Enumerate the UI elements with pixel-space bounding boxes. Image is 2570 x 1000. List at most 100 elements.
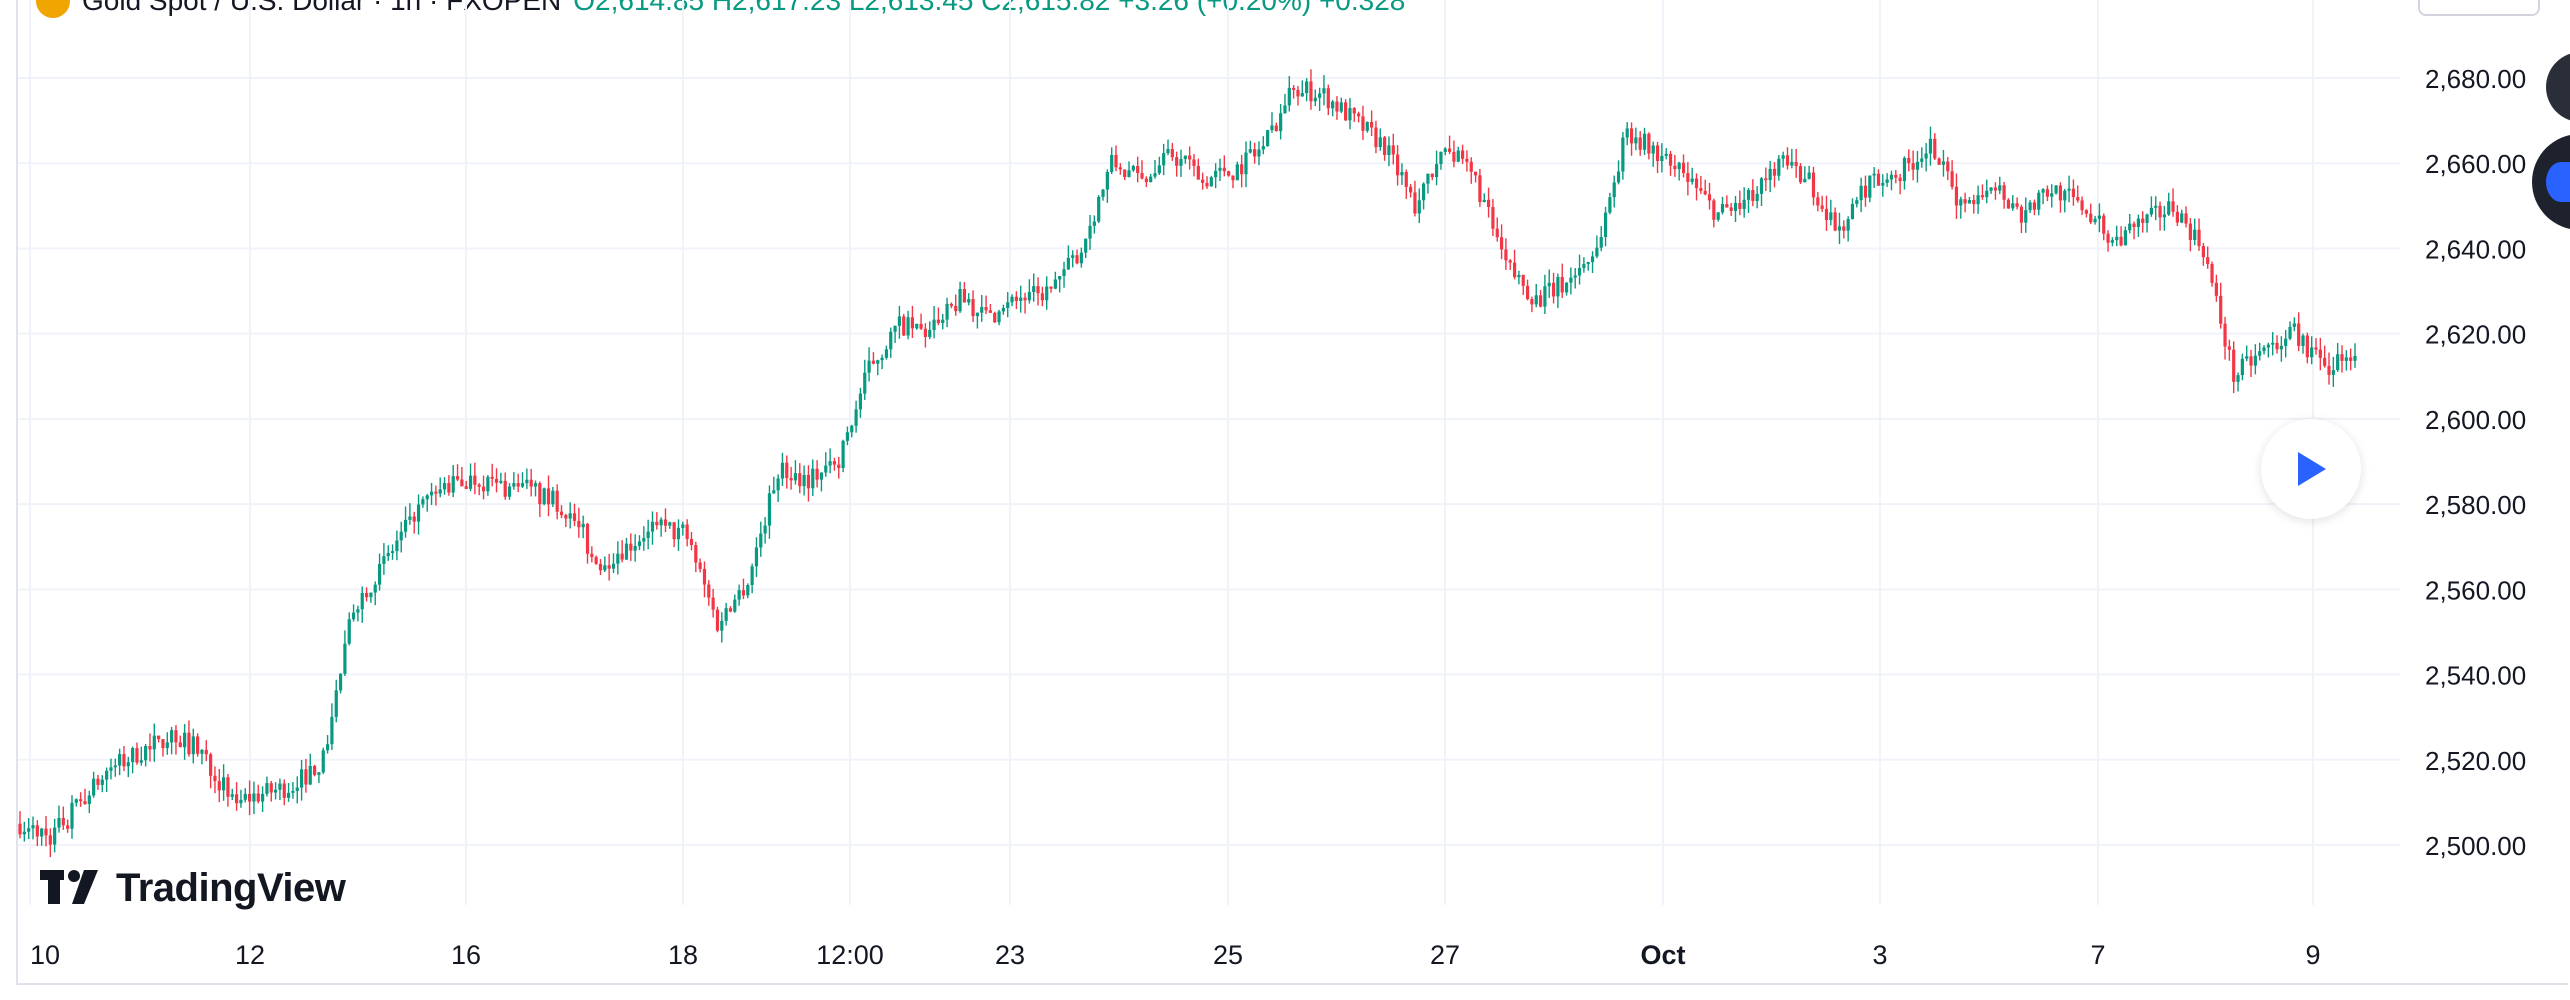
- candle: [434, 485, 438, 506]
- candle: [35, 820, 39, 847]
- candle: [1434, 150, 1439, 186]
- candle: [2353, 343, 2357, 368]
- candle: [2197, 218, 2201, 251]
- candle: [2045, 185, 2050, 202]
- candle: [468, 463, 473, 492]
- candle: [408, 503, 412, 525]
- candle: [27, 817, 31, 840]
- candle: [1391, 133, 1395, 165]
- candle: [1993, 182, 1998, 200]
- candle: [1933, 133, 1937, 161]
- candle: [1898, 173, 1902, 195]
- candle: [1062, 261, 1066, 288]
- candle: [1989, 187, 1993, 194]
- candle: [286, 783, 291, 802]
- candle: [1426, 173, 1430, 194]
- tradingview-logo[interactable]: TradingView: [40, 866, 346, 910]
- x-tick-label: 12: [235, 940, 265, 970]
- candle: [235, 782, 239, 811]
- candle: [724, 602, 728, 626]
- candle: [1140, 160, 1144, 180]
- candle: [377, 553, 382, 591]
- candle: [2236, 372, 2240, 392]
- candle: [2305, 332, 2309, 364]
- candle: [1370, 110, 1374, 137]
- candle: [243, 788, 247, 803]
- candle: [642, 526, 646, 551]
- candle: [1946, 156, 1950, 181]
- candle: [702, 561, 707, 598]
- candle: [390, 544, 395, 560]
- candle: [1430, 173, 1434, 181]
- candle: [386, 545, 390, 561]
- candle: [936, 307, 941, 326]
- candle: [551, 486, 555, 508]
- candle: [1179, 149, 1183, 177]
- candle: [416, 494, 421, 535]
- candle: [689, 532, 694, 551]
- candle: [209, 752, 213, 789]
- currency-unit-box[interactable]: [2418, 0, 2540, 16]
- candle: [884, 345, 889, 360]
- candle: [360, 586, 364, 623]
- candle: [1885, 173, 1889, 187]
- candle: [1881, 174, 1885, 197]
- candle: [1084, 238, 1088, 259]
- candle: [1318, 87, 1322, 111]
- candle: [1820, 195, 1824, 213]
- candle: [273, 782, 278, 800]
- candle: [1855, 196, 1859, 208]
- candle: [854, 400, 858, 433]
- candle: [711, 588, 715, 618]
- candle: [2019, 204, 2024, 234]
- candle: [1564, 282, 1569, 296]
- y-tick-label: 2,620.00: [2425, 320, 2526, 350]
- candle: [1543, 274, 1547, 315]
- candle: [196, 733, 200, 757]
- candle: [1296, 85, 1300, 106]
- candle: [1006, 292, 1010, 318]
- candle: [1261, 136, 1265, 155]
- candle: [1292, 85, 1296, 99]
- symbol-title[interactable]: Gold Spot / U.S. Dollar · 1h · FXOPEN: [82, 0, 562, 16]
- candle: [1621, 131, 1625, 180]
- candle: [79, 792, 83, 807]
- candle: [806, 465, 811, 502]
- candle: [74, 798, 78, 807]
- candle: [2318, 337, 2322, 371]
- candle: [2227, 339, 2231, 361]
- candle: [1209, 175, 1213, 187]
- candle: [1218, 158, 1222, 181]
- candle: [22, 821, 26, 842]
- candle: [1755, 186, 1759, 209]
- y-tick-label: 2,580.00: [2425, 490, 2526, 520]
- candle: [750, 563, 754, 594]
- candle: [2028, 200, 2032, 213]
- candle: [2054, 185, 2058, 195]
- candle: [2015, 197, 2019, 210]
- candle: [230, 788, 234, 800]
- candle: [2119, 226, 2123, 247]
- candle: [1590, 251, 1595, 273]
- candle: [2245, 345, 2249, 362]
- y-tick-label: 2,600.00: [2425, 405, 2526, 435]
- candle: [1486, 187, 1491, 218]
- candle: [629, 533, 633, 561]
- candle: [1716, 212, 1720, 222]
- candle: [1937, 157, 1941, 165]
- candle: [1651, 141, 1655, 167]
- candle: [668, 521, 672, 529]
- candle: [1348, 98, 1352, 130]
- candle: [1287, 76, 1291, 112]
- play-button[interactable]: [2261, 419, 2361, 519]
- candle: [1339, 97, 1343, 114]
- candle: [304, 758, 308, 793]
- candle: [1668, 150, 1673, 176]
- candle: [1170, 142, 1174, 161]
- candle: [44, 816, 48, 847]
- candle: [772, 476, 776, 494]
- candle: [811, 459, 815, 496]
- candle: [949, 302, 954, 309]
- candle: [66, 819, 70, 833]
